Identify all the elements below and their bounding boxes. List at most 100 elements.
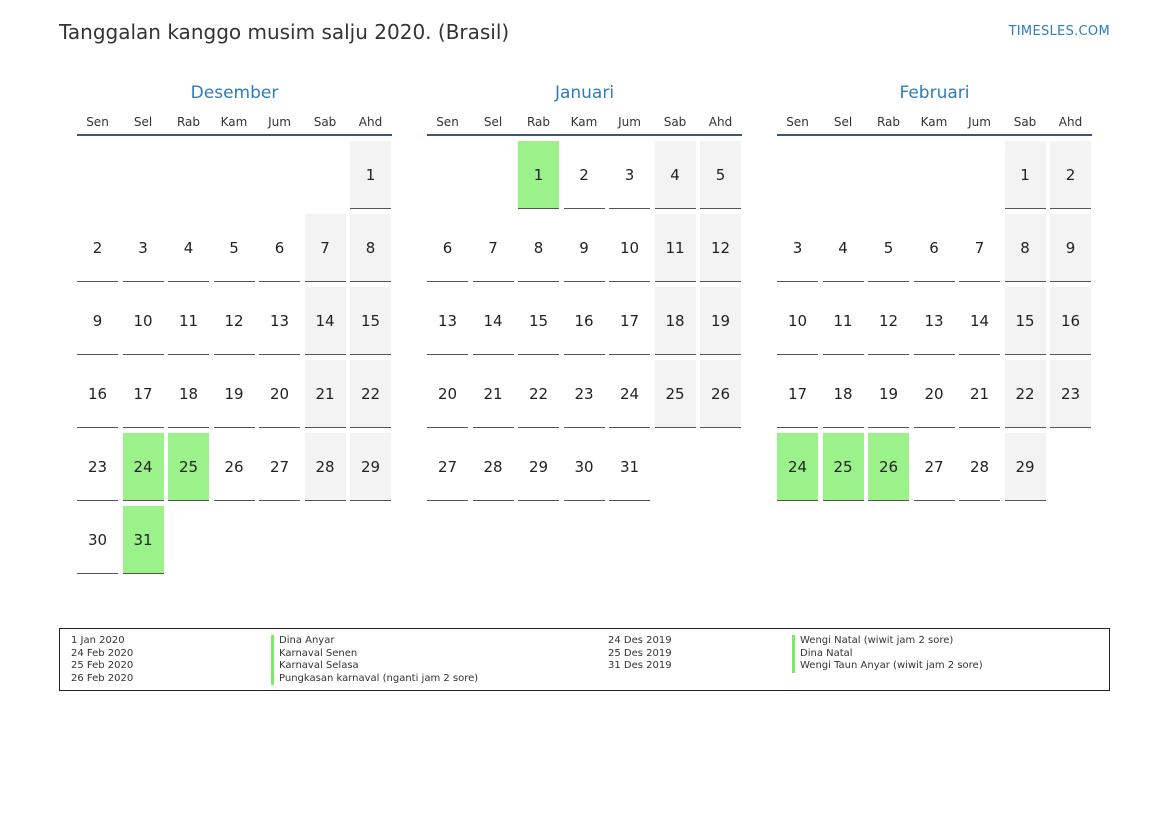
legend-holiday-name: Dina Anyar bbox=[271, 635, 334, 648]
weekday-label: Kam bbox=[220, 115, 248, 129]
day-cell: 7 bbox=[472, 214, 514, 282]
day-cell: 1 bbox=[518, 141, 559, 209]
day-cell: 27 bbox=[427, 433, 468, 501]
day-cell: 7 bbox=[304, 214, 346, 282]
day-cell: 17 bbox=[609, 287, 650, 355]
day-cell: 9 bbox=[1050, 214, 1091, 282]
legend-holiday-name: Karnaval Selasa bbox=[271, 660, 359, 673]
day-cell: 9 bbox=[563, 214, 605, 282]
empty-cell bbox=[914, 141, 955, 209]
empty-cell bbox=[777, 141, 818, 209]
weekday-label: Jum bbox=[268, 115, 291, 129]
empty-cell bbox=[123, 141, 164, 209]
day-cell: 6 bbox=[913, 214, 955, 282]
day-cell: 4 bbox=[168, 214, 209, 282]
empty-cell bbox=[959, 141, 1000, 209]
weekday-header: Sen Sel Rab Kam Jum Sab Ahd bbox=[777, 106, 1092, 136]
weekday-label: Rab bbox=[176, 115, 201, 129]
day-cell: 4 bbox=[654, 141, 696, 209]
day-cell: 23 bbox=[77, 433, 118, 501]
day-cell: 7 bbox=[959, 214, 1000, 282]
day-cell: 5 bbox=[213, 214, 255, 282]
day-cell: 14 bbox=[304, 287, 346, 355]
day-cell: 10 bbox=[609, 214, 650, 282]
legend-date: 1 Jan 2020 bbox=[71, 635, 125, 646]
day-cell: 5 bbox=[868, 214, 909, 282]
day-cell: 24 bbox=[609, 360, 650, 428]
day-cell: 13 bbox=[259, 287, 300, 355]
day-cell: 8 bbox=[518, 214, 559, 282]
day-cell: 4 bbox=[822, 214, 864, 282]
day-cell: 31 bbox=[609, 433, 650, 501]
empty-cell bbox=[427, 141, 468, 209]
weekday-label: Kam bbox=[570, 115, 598, 129]
day-cell: 17 bbox=[122, 360, 164, 428]
day-cell: 17 bbox=[777, 360, 818, 428]
day-cell: 2 bbox=[1050, 141, 1091, 209]
day-cell: 22 bbox=[350, 360, 391, 428]
day-cell: 28 bbox=[959, 433, 1000, 501]
day-cell: 27 bbox=[913, 433, 955, 501]
brand-link[interactable]: TIMESLES.COM bbox=[1008, 24, 1110, 39]
day-cell: 26 bbox=[213, 433, 255, 501]
legend-date: 25 Des 2019 bbox=[608, 647, 672, 659]
day-cell: 29 bbox=[350, 433, 391, 501]
day-cell: 8 bbox=[350, 214, 391, 282]
day-cell: 10 bbox=[777, 287, 818, 355]
day-cell: 23 bbox=[1050, 360, 1091, 428]
day-cell: 19 bbox=[868, 360, 909, 428]
empty-cell bbox=[473, 141, 514, 209]
legend-holiday-name: Pungkasan karnaval (nganti jam 2 sore) bbox=[271, 672, 478, 685]
day-cell: 5 bbox=[700, 141, 741, 209]
empty-cell bbox=[305, 141, 346, 209]
day-cell: 8 bbox=[1004, 214, 1046, 282]
weekday-label: Sen bbox=[786, 115, 809, 129]
day-cell: 16 bbox=[563, 287, 605, 355]
day-cell: 11 bbox=[822, 287, 864, 355]
legend-date: 24 Des 2019 bbox=[608, 635, 672, 646]
day-cell: 21 bbox=[304, 360, 346, 428]
day-cell: 30 bbox=[77, 506, 118, 574]
weekday-label: Ahd bbox=[1058, 115, 1083, 129]
day-cell: 28 bbox=[304, 433, 346, 501]
legend-date: 24 Feb 2020 bbox=[71, 647, 134, 659]
day-cell: 22 bbox=[518, 360, 559, 428]
day-cell: 20 bbox=[427, 360, 468, 428]
day-cell: 18 bbox=[654, 287, 696, 355]
day-cell: 15 bbox=[1004, 287, 1046, 355]
legend-holiday-name: Dina Natal bbox=[792, 647, 853, 660]
day-cell: 3 bbox=[609, 141, 650, 209]
weekday-label: Sen bbox=[436, 115, 459, 129]
weekday-label: Jum bbox=[618, 115, 641, 129]
day-cell: 13 bbox=[427, 287, 468, 355]
day-cell: 29 bbox=[1004, 433, 1046, 501]
day-grid: 1 2 3 4 5 6 7 8 9 10 11 12 13 14 15 16 17 18 19 20 21 22 23 24 2… bbox=[77, 141, 392, 574]
day-cell: 25 bbox=[822, 433, 864, 501]
day-cell: 21 bbox=[472, 360, 514, 428]
day-cell: 16 bbox=[77, 360, 118, 428]
day-cell: 31 bbox=[122, 506, 164, 574]
day-cell: 15 bbox=[518, 287, 559, 355]
day-cell: 16 bbox=[1050, 287, 1091, 355]
day-cell: 22 bbox=[1004, 360, 1046, 428]
weekday-header: Sen Sel Rab Kam Jum Sab Ahd bbox=[77, 106, 392, 136]
empty-cell bbox=[77, 141, 118, 209]
day-cell: 9 bbox=[77, 287, 118, 355]
day-cell: 18 bbox=[822, 360, 864, 428]
day-cell: 13 bbox=[913, 287, 955, 355]
month-name: Desember bbox=[190, 83, 279, 103]
day-cell: 18 bbox=[168, 360, 209, 428]
day-cell: 19 bbox=[700, 287, 741, 355]
legend-date: 31 Des 2019 bbox=[608, 660, 672, 671]
weekday-label: Rab bbox=[876, 115, 901, 129]
day-cell: 25 bbox=[654, 360, 696, 428]
day-cell: 14 bbox=[472, 287, 514, 355]
weekday-label: Sel bbox=[833, 115, 853, 129]
day-cell: 12 bbox=[213, 287, 255, 355]
day-cell: 1 bbox=[350, 141, 391, 209]
day-cell: 30 bbox=[563, 433, 605, 501]
legend-date: 25 Feb 2020 bbox=[71, 660, 134, 671]
day-cell: 3 bbox=[777, 214, 818, 282]
